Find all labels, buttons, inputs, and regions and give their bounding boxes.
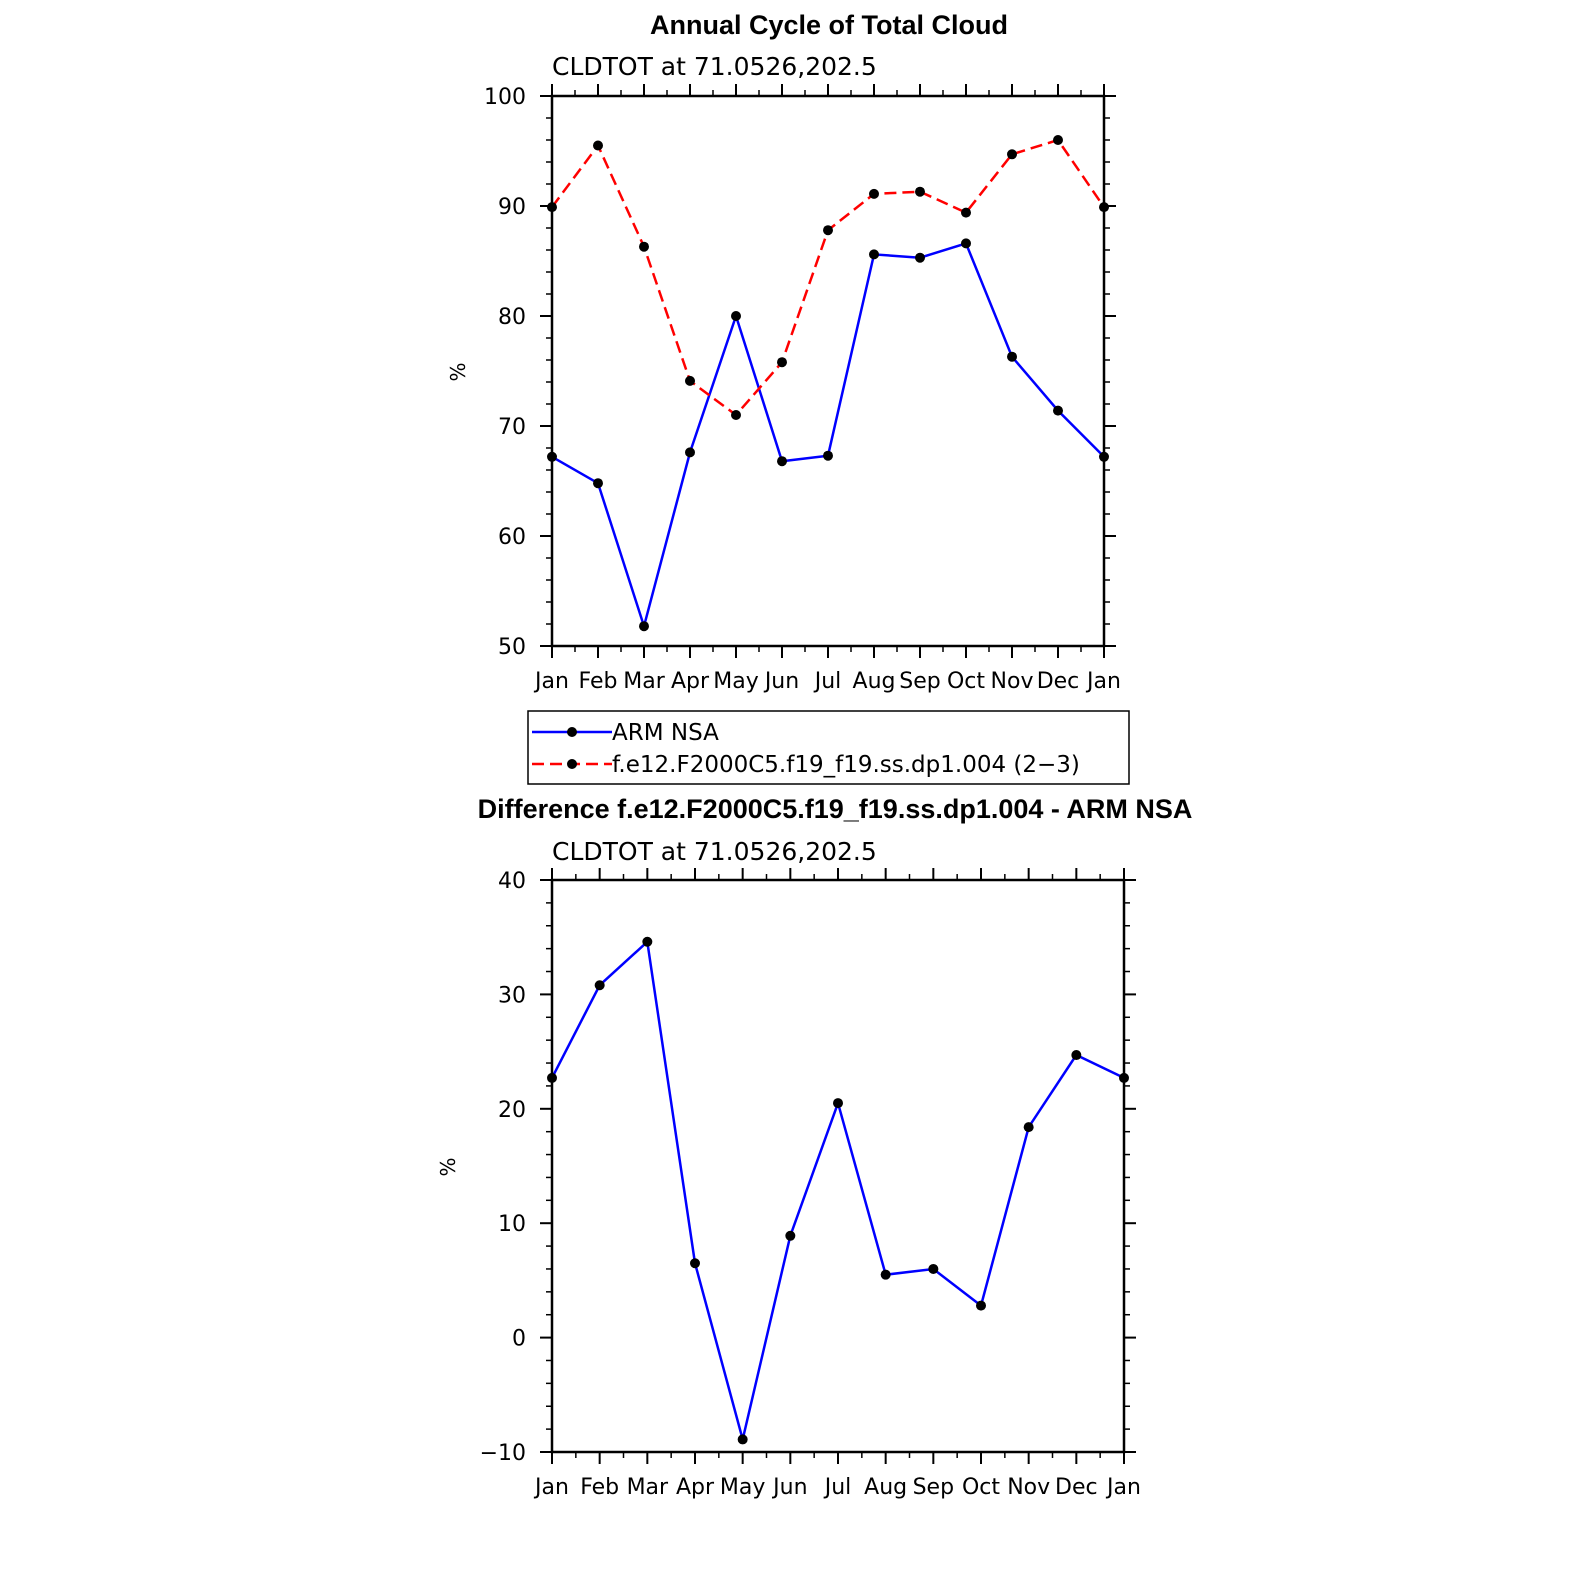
data-point <box>823 225 833 236</box>
x-tick-label: Apr <box>676 1475 715 1500</box>
x-tick-label: May <box>713 669 758 694</box>
y-tick-label: 0 <box>512 1327 526 1352</box>
plot-frame <box>550 878 1126 1454</box>
data-point <box>1053 405 1063 416</box>
data-point <box>976 1300 986 1311</box>
x-tick-label: Oct <box>947 669 985 694</box>
x-tick-label: Jul <box>813 669 842 694</box>
data-point <box>547 1072 557 1083</box>
x-tick-label: Jun <box>771 1475 807 1500</box>
data-point <box>547 202 557 213</box>
data-point <box>1119 1072 1129 1083</box>
chart-title: Annual Cycle of Total Cloud <box>650 10 1008 40</box>
x-tick-label: Jul <box>823 1475 852 1500</box>
x-tick-label: Feb <box>580 1475 619 1500</box>
data-point <box>594 980 605 991</box>
x-tick-label: Aug <box>864 1475 907 1500</box>
data-point <box>642 936 653 947</box>
data-point <box>777 456 787 467</box>
y-tick-label: −10 <box>480 1441 526 1466</box>
data-point <box>1071 1050 1082 1061</box>
x-tick-label: May <box>720 1475 765 1500</box>
data-point <box>737 1434 748 1445</box>
y-tick-label: 10 <box>498 1212 526 1237</box>
data-point <box>1053 135 1063 145</box>
data-point <box>547 451 557 462</box>
x-tick-label: Jan <box>1105 1475 1141 1500</box>
data-point <box>961 207 971 218</box>
y-axis-label: % <box>436 1157 460 1176</box>
data-point <box>928 1263 939 1274</box>
legend-box <box>527 710 1130 785</box>
legend-marker-model <box>567 759 577 769</box>
x-tick-label: Nov <box>1007 1475 1050 1500</box>
x-tick-label: Oct <box>962 1475 1000 1500</box>
y-tick-label: 80 <box>498 305 526 330</box>
x-tick-label: Nov <box>991 669 1034 694</box>
x-tick-label: Aug <box>853 669 896 694</box>
data-point <box>777 357 787 368</box>
x-tick-label: Feb <box>579 669 618 694</box>
y-tick-label: 60 <box>498 525 526 550</box>
data-point <box>731 410 741 420</box>
data-point <box>685 375 695 386</box>
data-point <box>639 621 649 632</box>
data-point <box>869 249 879 260</box>
x-tick-label: Mar <box>623 669 665 694</box>
legend-marker-arm-nsa <box>567 727 577 737</box>
chart-title: Difference f.e12.F2000C5.f19_f19.ss.dp1.… <box>478 794 1193 824</box>
data-point <box>1099 202 1109 213</box>
x-tick-label: Jan <box>533 1475 569 1500</box>
x-tick-label: Jun <box>763 669 799 694</box>
data-point <box>1007 351 1017 362</box>
x-tick-label: Dec <box>1037 669 1080 694</box>
data-point <box>1099 451 1109 462</box>
x-tick-label: Mar <box>627 1475 669 1500</box>
y-tick-label: 90 <box>498 195 526 220</box>
difference-chart: Difference f.e12.F2000C5.f19_f19.ss.dp1.… <box>436 794 1192 1500</box>
data-point <box>880 1269 891 1280</box>
data-point <box>685 447 695 458</box>
plot-frame <box>550 94 1106 648</box>
chart-subtitle: CLDTOT at 71.0526,202.5 <box>552 837 877 866</box>
legend: ARM NSA f.e12.F2000C5.f19_f19.ss.dp1.004… <box>527 710 1130 785</box>
data-point <box>1007 149 1017 160</box>
x-tick-label: Sep <box>913 1475 954 1500</box>
y-tick-label: 20 <box>498 1098 526 1123</box>
data-point <box>785 1230 796 1241</box>
y-tick-label: 100 <box>484 85 526 110</box>
series-line-1 <box>550 138 1106 417</box>
data-point <box>1023 1122 1034 1133</box>
data-point <box>915 252 925 263</box>
x-tick-label: Dec <box>1055 1475 1098 1500</box>
data-point <box>639 241 649 252</box>
legend-label-arm-nsa: ARM NSA <box>612 720 719 746</box>
data-point <box>915 186 925 197</box>
data-point <box>593 478 603 489</box>
x-tick-label: Sep <box>899 669 940 694</box>
data-point <box>869 188 879 199</box>
data-point <box>823 450 833 461</box>
chart-subtitle: CLDTOT at 71.0526,202.5 <box>552 52 877 81</box>
y-tick-label: 50 <box>498 635 526 660</box>
x-tick-label: Apr <box>671 669 710 694</box>
x-tick-label: Jan <box>1085 669 1121 694</box>
legend-label-model: f.e12.F2000C5.f19_f19.ss.dp1.004 (2−3) <box>612 752 1080 778</box>
y-tick-label: 40 <box>498 869 526 894</box>
y-tick-label: 30 <box>498 983 526 1008</box>
data-point <box>833 1098 843 1109</box>
data-point <box>593 140 603 151</box>
data-point <box>961 238 971 249</box>
annual-cycle-chart: Annual Cycle of Total Cloud CLDTOT at 71… <box>446 10 1121 694</box>
x-tick-label: Jan <box>533 669 569 694</box>
series-line-0 <box>551 241 1105 631</box>
y-tick-label: 70 <box>498 415 526 440</box>
y-axis-label: % <box>446 362 470 381</box>
data-point <box>731 311 741 321</box>
series-line-0 <box>550 939 1125 1440</box>
data-point <box>690 1258 700 1269</box>
